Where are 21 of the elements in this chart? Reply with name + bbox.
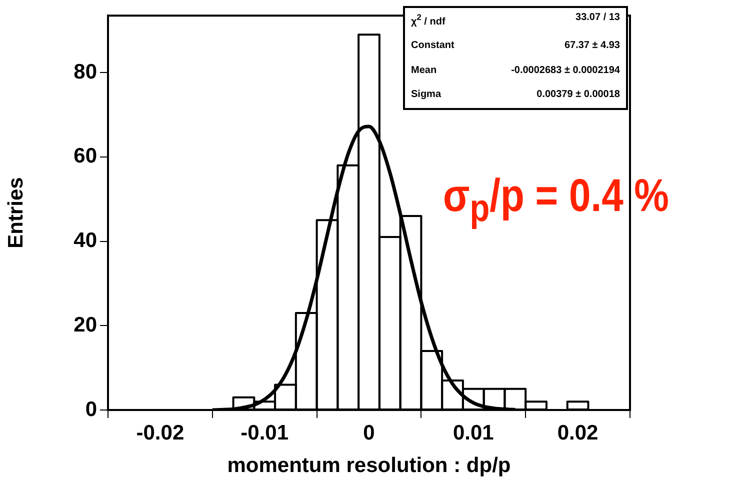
- y-tick-label: 0: [85, 398, 97, 421]
- y-tick-label: 40: [74, 229, 97, 252]
- y-tick-label: 80: [74, 60, 97, 84]
- y-tick-label: 20: [74, 313, 97, 336]
- annotation: Mean: [411, 64, 438, 78]
- x-tick-label: 0.01: [452, 421, 494, 444]
- annotation: σ$_{p}$/p = 0.4 %: [443, 168, 669, 232]
- x-tick-label: 0: [363, 421, 375, 444]
- annotation: Constant: [411, 40, 454, 54]
- x-tick-label: -0.01: [240, 421, 289, 444]
- x-tick-label: 0.02: [557, 421, 598, 444]
- annotation: Sigma: [411, 88, 442, 102]
- annotation: 67.37 ± 4.93: [563, 40, 620, 54]
- y-axis-title: Entries: [4, 177, 28, 248]
- annotation: -0.0002683 ± 0.0002194: [510, 64, 620, 78]
- y-tick-label: 60: [74, 144, 97, 168]
- x-axis-title: momentum resolution : dp/p: [227, 454, 511, 478]
- annotation: χ$^{2}$ / ndf: [411, 12, 446, 30]
- annotation: 0.00379 ± 0.00018: [536, 88, 620, 102]
- annotation: 33.07 / 13: [574, 12, 620, 25]
- x-tick-label: -0.02: [136, 421, 184, 444]
